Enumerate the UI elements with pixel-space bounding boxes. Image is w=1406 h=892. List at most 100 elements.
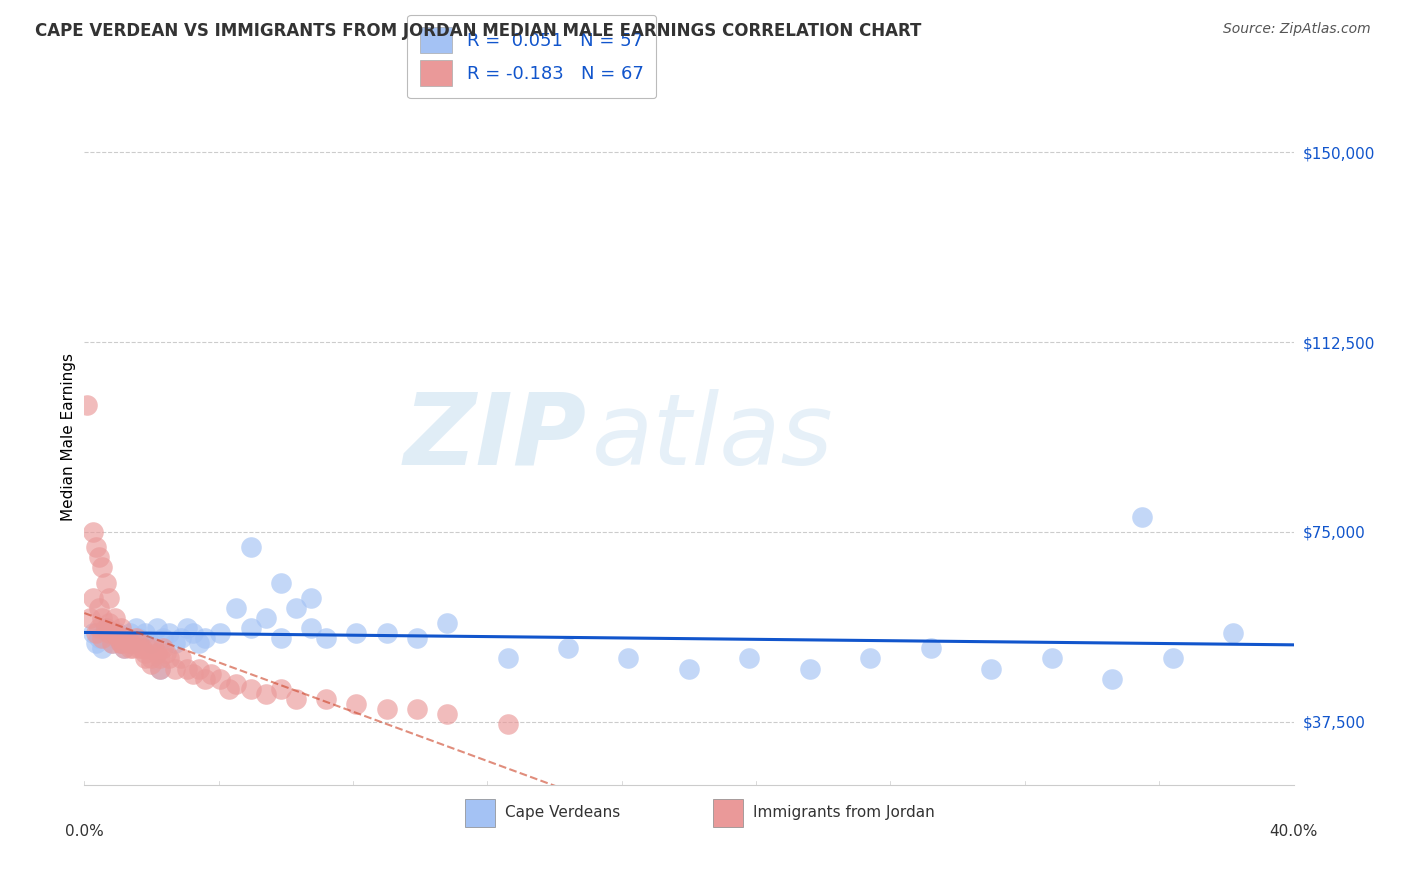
Point [200, 666, 222, 681]
Point [139, 657, 162, 671]
Text: ZIP: ZIP [404, 389, 586, 485]
Point [299, 621, 322, 635]
Point [1130, 509, 1153, 524]
Point [155, 647, 177, 661]
Point [118, 636, 141, 650]
Point [270, 575, 292, 590]
Point [1161, 651, 1184, 665]
Point [436, 707, 458, 722]
Point [104, 631, 127, 645]
Point [406, 631, 429, 645]
Point [285, 600, 308, 615]
Point [209, 626, 232, 640]
Point [239, 681, 262, 696]
Point [86, 540, 108, 554]
Point [110, 636, 132, 650]
Point [125, 631, 148, 645]
Point [152, 641, 174, 656]
Point [104, 626, 127, 640]
Point [76, 399, 98, 413]
Point [165, 662, 187, 676]
Point [209, 672, 232, 686]
Text: CAPE VERDEAN VS IMMIGRANTS FROM JORDAN MEDIAN MALE EARNINGS CORRELATION CHART: CAPE VERDEAN VS IMMIGRANTS FROM JORDAN M… [35, 22, 921, 40]
Point [1222, 626, 1244, 640]
Point [94, 575, 117, 590]
Point [97, 626, 120, 640]
Point [107, 626, 129, 640]
Point [176, 621, 198, 635]
Point [110, 636, 132, 650]
Point [112, 641, 135, 656]
Point [194, 672, 217, 686]
Point [181, 666, 204, 681]
Point [91, 560, 114, 574]
Point [104, 626, 127, 640]
Point [170, 651, 193, 665]
Point [134, 647, 156, 661]
Point [239, 621, 262, 635]
Point [112, 641, 135, 656]
Point [181, 626, 204, 640]
Point [285, 692, 308, 706]
Point [115, 631, 138, 645]
Point [738, 651, 761, 665]
Point [136, 641, 159, 656]
Point [557, 641, 579, 656]
Bar [465, 799, 495, 827]
Point [110, 636, 132, 650]
Point [152, 631, 174, 645]
Point [104, 611, 127, 625]
Point [82, 524, 104, 539]
Point [496, 717, 519, 731]
Point [89, 600, 111, 615]
Point [299, 591, 322, 605]
Point [100, 636, 122, 650]
Point [97, 591, 120, 605]
Text: atlas: atlas [592, 389, 834, 485]
Point [146, 621, 169, 635]
Point [128, 631, 150, 645]
Text: Cape Verdeans: Cape Verdeans [505, 805, 620, 821]
Point [436, 615, 458, 630]
Y-axis label: Median Male Earnings: Median Male Earnings [60, 353, 76, 521]
Point [346, 626, 368, 640]
Point [165, 636, 187, 650]
Point [375, 702, 398, 716]
Point [128, 636, 150, 650]
Point [188, 636, 211, 650]
Point [980, 662, 1002, 676]
Point [270, 631, 292, 645]
Point [91, 641, 114, 656]
Point [496, 651, 519, 665]
Point [97, 615, 120, 630]
Point [89, 550, 111, 565]
Point [79, 611, 101, 625]
Point [91, 631, 114, 645]
Point [315, 692, 337, 706]
Point [139, 636, 162, 650]
Point [254, 687, 277, 701]
Point [121, 636, 143, 650]
Point [86, 636, 108, 650]
Point [1040, 651, 1063, 665]
Point [94, 621, 117, 635]
Point [194, 631, 217, 645]
Point [157, 626, 180, 640]
Point [225, 600, 247, 615]
Point [110, 621, 132, 635]
Point [149, 651, 172, 665]
Point [270, 681, 292, 696]
Point [82, 626, 104, 640]
Point [86, 626, 108, 640]
Point [121, 641, 143, 656]
Point [315, 631, 337, 645]
Point [346, 697, 368, 711]
Point [82, 591, 104, 605]
Point [617, 651, 640, 665]
Point [218, 681, 240, 696]
Point [375, 626, 398, 640]
Point [188, 662, 211, 676]
Point [1101, 672, 1123, 686]
Point [239, 540, 262, 554]
Bar [713, 799, 744, 827]
